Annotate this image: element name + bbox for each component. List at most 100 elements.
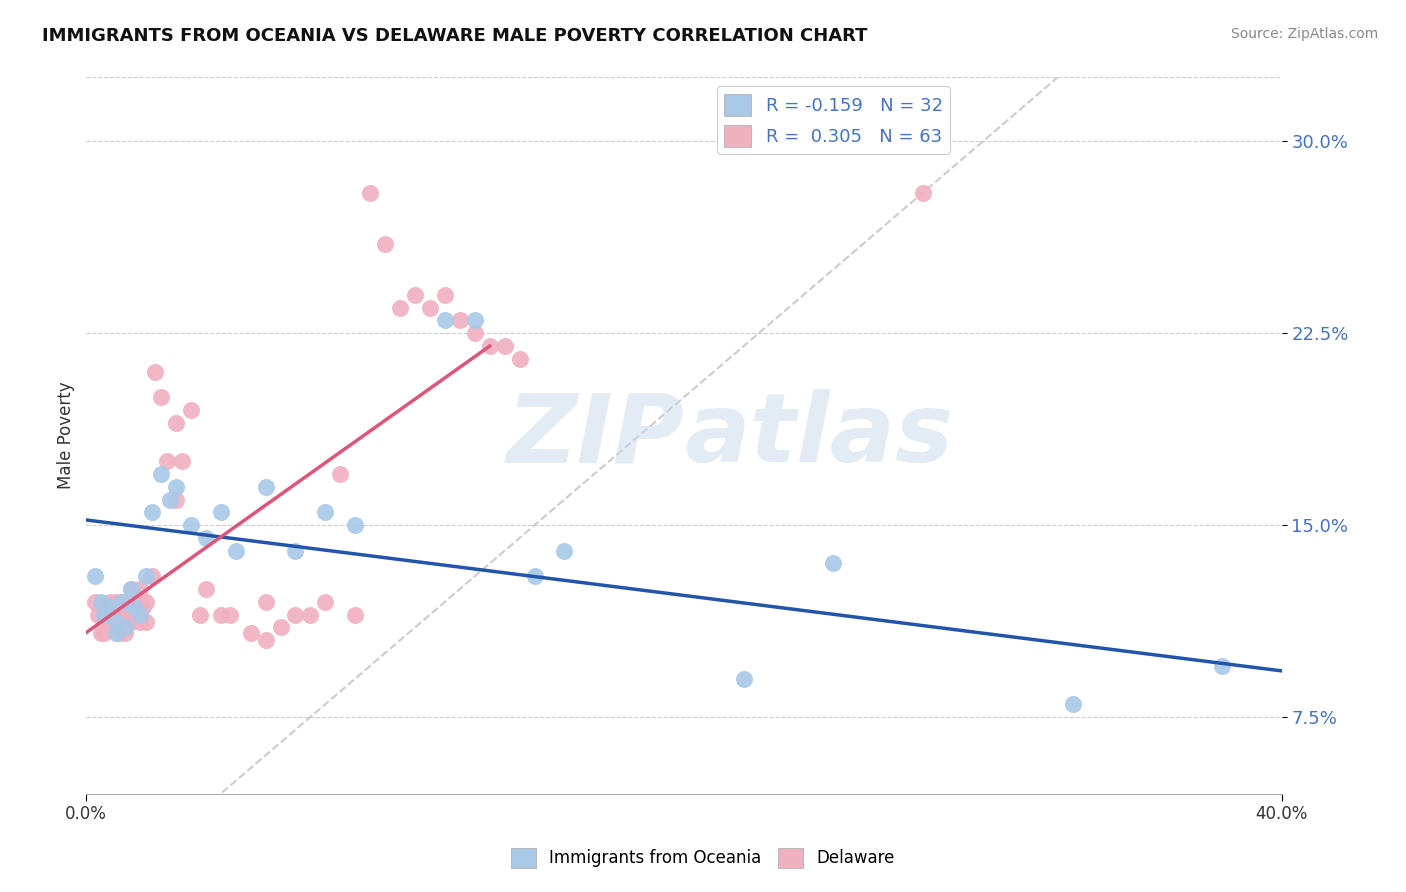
Legend: Immigrants from Oceania, Delaware: Immigrants from Oceania, Delaware bbox=[505, 841, 901, 875]
Point bbox=[143, 365, 166, 379]
Point bbox=[98, 595, 121, 609]
Point bbox=[135, 615, 157, 630]
Point bbox=[299, 607, 322, 622]
Point bbox=[117, 599, 139, 614]
Point bbox=[141, 569, 163, 583]
Point bbox=[180, 403, 202, 417]
Point bbox=[90, 595, 112, 609]
Point bbox=[114, 620, 136, 634]
Point bbox=[103, 615, 125, 630]
Text: IMMIGRANTS FROM OCEANIA VS DELAWARE MALE POVERTY CORRELATION CHART: IMMIGRANTS FROM OCEANIA VS DELAWARE MALE… bbox=[42, 27, 868, 45]
Point bbox=[105, 625, 128, 640]
Point bbox=[509, 351, 531, 366]
Point bbox=[170, 454, 193, 468]
Point bbox=[129, 607, 152, 622]
Point bbox=[188, 607, 211, 622]
Point bbox=[254, 595, 277, 609]
Point bbox=[374, 236, 396, 251]
Point bbox=[419, 301, 441, 315]
Point bbox=[433, 288, 456, 302]
Y-axis label: Male Poverty: Male Poverty bbox=[58, 382, 75, 490]
Point bbox=[194, 582, 217, 596]
Point bbox=[270, 620, 292, 634]
Point bbox=[150, 390, 173, 404]
Point bbox=[1062, 697, 1084, 711]
Point bbox=[239, 625, 262, 640]
Point bbox=[122, 599, 145, 614]
Point bbox=[159, 492, 181, 507]
Point bbox=[105, 595, 128, 609]
Point bbox=[93, 625, 115, 640]
Point bbox=[105, 615, 128, 630]
Point bbox=[254, 633, 277, 648]
Point bbox=[108, 607, 131, 622]
Point bbox=[135, 569, 157, 583]
Point bbox=[165, 480, 187, 494]
Text: atlas: atlas bbox=[683, 389, 953, 482]
Point bbox=[98, 615, 121, 630]
Point bbox=[404, 288, 426, 302]
Point bbox=[93, 607, 115, 622]
Point bbox=[111, 595, 134, 609]
Point bbox=[314, 595, 336, 609]
Point bbox=[150, 467, 173, 481]
Text: Source: ZipAtlas.com: Source: ZipAtlas.com bbox=[1230, 27, 1378, 41]
Point bbox=[449, 313, 471, 327]
Point bbox=[209, 607, 232, 622]
Point bbox=[108, 625, 131, 640]
Point bbox=[111, 615, 134, 630]
Point bbox=[98, 599, 121, 614]
Point bbox=[464, 313, 486, 327]
Point bbox=[329, 467, 352, 481]
Point bbox=[90, 625, 112, 640]
Point bbox=[132, 599, 155, 614]
Point bbox=[96, 599, 118, 614]
Point bbox=[114, 625, 136, 640]
Point bbox=[389, 301, 412, 315]
Point bbox=[254, 480, 277, 494]
Text: ZIP: ZIP bbox=[506, 389, 683, 482]
Point bbox=[314, 505, 336, 519]
Point bbox=[1211, 658, 1233, 673]
Point bbox=[284, 543, 307, 558]
Point bbox=[912, 186, 935, 200]
Point bbox=[120, 582, 142, 596]
Point bbox=[494, 339, 516, 353]
Point bbox=[344, 607, 367, 622]
Point bbox=[96, 615, 118, 630]
Point bbox=[122, 599, 145, 614]
Point bbox=[114, 607, 136, 622]
Point bbox=[120, 582, 142, 596]
Point bbox=[105, 615, 128, 630]
Point bbox=[284, 607, 307, 622]
Point bbox=[105, 599, 128, 614]
Point bbox=[180, 518, 202, 533]
Point bbox=[478, 339, 501, 353]
Point bbox=[225, 543, 247, 558]
Point bbox=[523, 569, 546, 583]
Point bbox=[111, 595, 134, 609]
Point bbox=[344, 518, 367, 533]
Point bbox=[464, 326, 486, 341]
Point bbox=[84, 569, 107, 583]
Point bbox=[165, 492, 187, 507]
Point bbox=[433, 313, 456, 327]
Point bbox=[129, 615, 152, 630]
Point bbox=[209, 505, 232, 519]
Point bbox=[87, 607, 110, 622]
Point bbox=[141, 505, 163, 519]
Point bbox=[120, 615, 142, 630]
Point bbox=[359, 186, 381, 200]
Point bbox=[194, 531, 217, 545]
Point bbox=[129, 582, 152, 596]
Point bbox=[165, 416, 187, 430]
Point bbox=[84, 595, 107, 609]
Point bbox=[93, 607, 115, 622]
Point bbox=[218, 607, 240, 622]
Legend: R = -0.159   N = 32, R =  0.305   N = 63: R = -0.159 N = 32, R = 0.305 N = 63 bbox=[717, 87, 950, 154]
Point bbox=[127, 595, 149, 609]
Point bbox=[103, 607, 125, 622]
Point bbox=[823, 557, 845, 571]
Point bbox=[156, 454, 179, 468]
Point bbox=[135, 595, 157, 609]
